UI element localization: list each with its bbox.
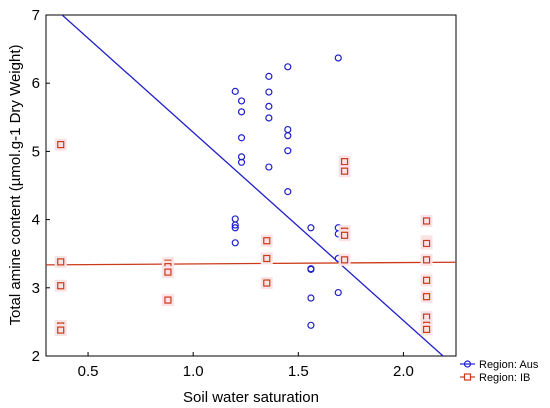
data-point-aus (265, 163, 273, 171)
data-point-ib (57, 282, 65, 290)
data-point-halo (420, 237, 433, 250)
data-point-aus (307, 321, 315, 329)
data-point-ib (263, 279, 271, 287)
data-point-ib (57, 326, 65, 334)
data-point-ib (422, 276, 431, 284)
axis-ticks: 0.5 1.0 1.5 2.0 2 3 4 5 6 7 (32, 7, 414, 380)
plot-area (45, 14, 457, 357)
data-point-aus (237, 108, 246, 116)
data-point-halo (420, 290, 433, 303)
y-tick-label: 2 (32, 348, 40, 365)
data-point-halo (260, 277, 273, 290)
y-axis-title: Total amine content (µmol.g-1 Dry Weight… (7, 45, 24, 326)
data-point-halo (338, 253, 351, 266)
legend-label: Region: IB (479, 372, 530, 384)
data-point-aus (265, 88, 273, 96)
fit-line (46, 261, 456, 266)
data-point-ib (422, 217, 431, 225)
data-point-halo (338, 165, 351, 178)
data-point-ib (422, 293, 431, 301)
data-point-ib (422, 256, 431, 264)
data-point-aus (231, 221, 239, 229)
data-point-aus (265, 102, 273, 110)
data-point-halo (420, 214, 433, 227)
data-point-ib (164, 296, 172, 304)
data-point-aus (265, 72, 273, 80)
x-tick-label: 2.0 (393, 363, 414, 380)
y-tick-label: 4 (32, 212, 40, 229)
data-point-aus (237, 134, 246, 142)
data-point-ib (263, 237, 271, 245)
data-point-ib (340, 231, 349, 239)
x-tick-label: 0.5 (78, 363, 99, 380)
data-point-ib (340, 167, 349, 175)
y-tick-label: 3 (32, 280, 40, 297)
data-point-aus (284, 188, 292, 196)
data-point-aus (307, 224, 315, 232)
data-point-ib (422, 239, 431, 248)
legend-square-icon (463, 373, 472, 381)
data-point-halo (420, 323, 433, 336)
data-points (54, 54, 433, 337)
data-point-aus (284, 132, 292, 140)
legend-circle-icon (463, 360, 472, 368)
data-point-aus (284, 147, 292, 155)
data-point-halo (54, 255, 67, 268)
data-point-aus (307, 265, 315, 273)
legend-label: Region: Aus (479, 359, 539, 371)
data-point-aus (231, 239, 239, 247)
data-point-halo (54, 138, 67, 151)
data-point-aus (334, 54, 342, 62)
data-point-ib (340, 256, 349, 264)
data-point-aus (237, 158, 246, 166)
data-point-ib (340, 158, 349, 166)
data-point-halo (161, 266, 174, 279)
y-tick-label: 7 (32, 7, 40, 24)
data-point-aus (231, 224, 239, 232)
data-point-halo (54, 324, 67, 337)
data-point-halo (420, 274, 433, 287)
data-point-halo (260, 234, 273, 247)
x-tick-label: 1.0 (183, 363, 204, 380)
data-point-halo (54, 279, 67, 292)
data-point-halo (420, 253, 433, 266)
data-point-halo (161, 294, 174, 307)
x-tick-label: 1.5 (288, 363, 309, 380)
data-point-aus (237, 97, 246, 105)
data-point-aus (307, 294, 315, 302)
x-axis-title: Soil water saturation (183, 389, 319, 406)
fit-line (61, 15, 445, 356)
data-point-aus (334, 288, 342, 297)
data-point-ib (164, 268, 172, 276)
regression-lines (46, 15, 456, 356)
data-point-aus (265, 114, 273, 122)
data-point-halo (338, 229, 351, 242)
data-point-ib (422, 325, 431, 334)
data-point-aus (284, 63, 292, 71)
data-point-ib (57, 140, 65, 149)
data-point-ib (263, 254, 271, 263)
data-point-ib (57, 258, 65, 266)
data-point-halo (260, 252, 273, 265)
y-tick-label: 6 (32, 75, 40, 92)
data-point-aus (231, 87, 239, 95)
y-tick-label: 5 (32, 143, 40, 160)
